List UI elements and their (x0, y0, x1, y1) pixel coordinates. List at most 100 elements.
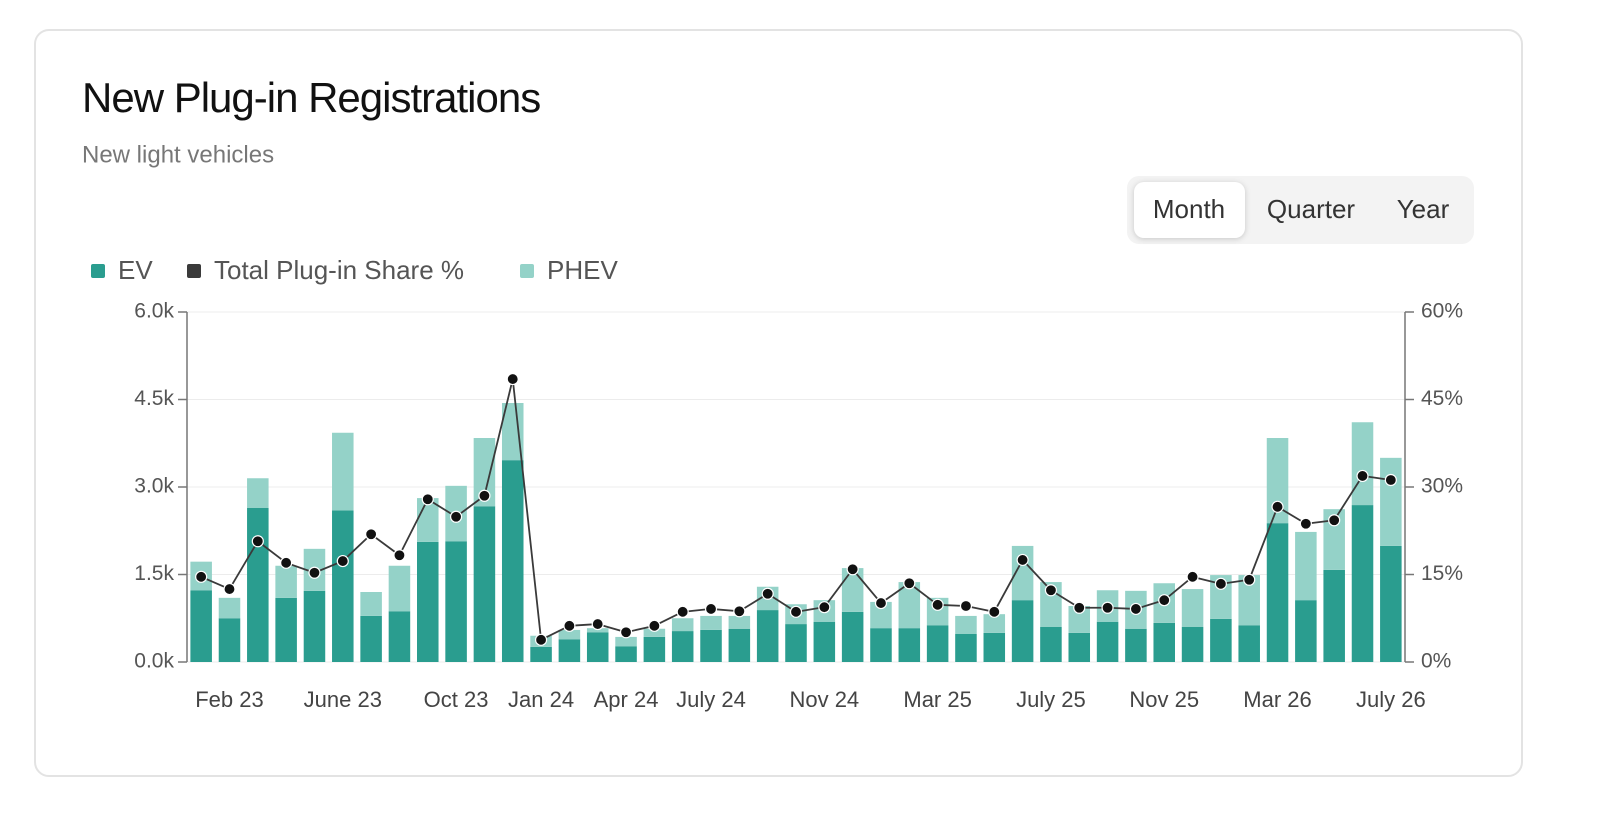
bar-ev (1210, 618, 1232, 662)
bar-phev (671, 618, 694, 632)
bar-ev (190, 590, 212, 662)
bar-ev (615, 646, 637, 662)
legend-swatch[interactable] (91, 264, 105, 278)
chart-title: New Plug-in Registrations (82, 74, 540, 121)
legend-label[interactable]: EV (118, 255, 153, 285)
share-point (1328, 514, 1341, 527)
bar-phev (218, 597, 241, 619)
share-point (365, 528, 378, 541)
bar-ev (586, 632, 609, 662)
bar-ev (1153, 622, 1175, 662)
x-tick-label: Mar 26 (1243, 687, 1311, 712)
share-point (591, 617, 604, 631)
bar-ev (841, 611, 864, 662)
bar-ev (756, 610, 779, 662)
bar-ev (1181, 627, 1204, 662)
share-point (619, 626, 633, 639)
bar-phev (388, 565, 411, 612)
bar-ev (983, 632, 1006, 662)
share-point (733, 605, 746, 618)
share-point (761, 587, 774, 600)
share-point (251, 535, 264, 548)
bar-ev (218, 618, 241, 662)
bar-phev (1068, 606, 1091, 633)
y-tick-label: 4.5k (134, 387, 174, 410)
toggle-selected-bg[interactable] (1134, 182, 1245, 238)
bar-ev (501, 460, 524, 662)
y2-tick-label: 45% (1421, 387, 1463, 410)
share-point (1158, 594, 1171, 607)
bar-ev (558, 639, 581, 662)
share-point (903, 577, 916, 590)
x-tick-label: Feb 23 (195, 687, 264, 712)
bar-phev (841, 568, 864, 612)
bar-phev (558, 629, 581, 640)
share-point (846, 563, 859, 576)
bar-phev (1351, 422, 1374, 506)
bar-ev (643, 636, 666, 662)
x-tick-label: Apr 24 (594, 687, 659, 712)
bar-ev (898, 628, 921, 662)
y-tick-label: 0.0k (134, 650, 174, 673)
bar-ev (1295, 600, 1317, 662)
bar-phev (1266, 438, 1289, 524)
bar-phev (870, 601, 892, 629)
bar-ev (1266, 523, 1289, 662)
toggle-option[interactable]: Year (1397, 194, 1450, 224)
share-point (959, 599, 973, 613)
share-point (789, 605, 803, 618)
x-tick-label: Oct 23 (424, 687, 489, 712)
plot-area: 0.0k 1.5k 3.0k 4.5k 6.0k 0% 15% 30% 45% 60% Feb 23… (134, 300, 1463, 712)
bar-phev (586, 628, 609, 633)
bar-ev (473, 506, 496, 662)
share-point (931, 598, 944, 611)
bar-ev (1238, 625, 1260, 662)
share-point (336, 554, 349, 568)
share-point (393, 549, 406, 562)
bar-ev (1351, 505, 1374, 662)
y2-tick-label: 15% (1421, 562, 1463, 585)
bar-ev (1380, 545, 1402, 662)
bar-ev (728, 628, 751, 662)
share-point (1044, 584, 1058, 597)
share-point (1271, 500, 1284, 513)
share-point (421, 493, 434, 506)
share-point (1073, 601, 1086, 614)
toggle-option[interactable]: Month (1153, 194, 1225, 224)
bar-ev (360, 615, 382, 662)
share-point (818, 601, 831, 614)
share-point (563, 619, 576, 632)
bar-phev (247, 478, 269, 508)
legend-label[interactable]: Total Plug-in Share % (214, 255, 464, 285)
bar-phev (1380, 457, 1402, 546)
x-tick-label: July 25 (1016, 687, 1086, 712)
bar-phev (983, 614, 1006, 633)
legend: EV Total Plug-in Share % PHEV (91, 255, 618, 285)
bar-ev (926, 625, 949, 662)
bar-phev (728, 615, 751, 629)
share-point (1356, 469, 1369, 483)
bar-ev (671, 631, 694, 662)
bar-ev (813, 621, 836, 662)
bar-ev (417, 541, 439, 662)
bar-phev (332, 432, 354, 511)
bar-ev (870, 628, 892, 662)
legend-swatch[interactable] (520, 264, 534, 278)
bar-phev (700, 615, 722, 630)
bar-phev (1323, 509, 1345, 570)
x-tick-label: Nov 24 (789, 687, 859, 712)
y-tick-label: 6.0k (134, 300, 174, 323)
share-point (1299, 517, 1312, 530)
legend-swatch[interactable] (187, 264, 201, 278)
share-point (1243, 573, 1256, 586)
toggle-option[interactable]: Quarter (1267, 194, 1355, 224)
share-point (1101, 601, 1114, 614)
bar-phev (275, 565, 297, 598)
chart-subtitle: New light vehicles (82, 141, 274, 168)
x-tick-label: July 26 (1356, 687, 1426, 712)
bar-phev (360, 592, 382, 616)
legend-label[interactable]: PHEV (547, 255, 618, 285)
share-point (195, 570, 208, 583)
x-tick-label: Mar 25 (903, 687, 971, 712)
